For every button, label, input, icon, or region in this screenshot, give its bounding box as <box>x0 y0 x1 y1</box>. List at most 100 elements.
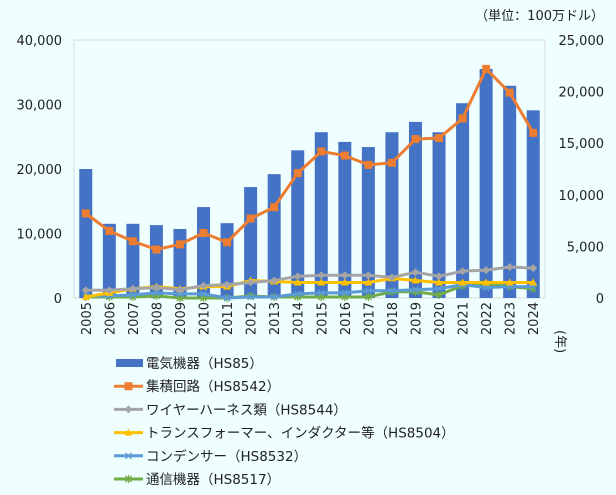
point-2015 <box>317 278 326 286</box>
bar-2005 <box>79 169 93 298</box>
left-axis-tick: 40,000 <box>17 34 63 49</box>
point-2021 <box>458 278 467 286</box>
point-2021 <box>458 267 467 276</box>
point-2011 <box>223 238 232 247</box>
point-2016 <box>340 278 349 286</box>
x-axis-tick: 2021 <box>457 302 472 335</box>
right-axis-tick: 15,000 <box>559 137 605 152</box>
point-2005 <box>81 286 90 295</box>
point-2007 <box>128 284 137 293</box>
point-2014 <box>294 290 302 298</box>
bar-2021 <box>456 103 470 299</box>
point-2010 <box>199 228 208 237</box>
x-axis-tick: 2022 <box>480 302 495 335</box>
point-2017 <box>364 292 372 301</box>
point-2020 <box>435 290 443 299</box>
legend-item: 集積回路（HS8542） <box>114 379 280 395</box>
x-axis-tick: 2010 <box>198 302 213 335</box>
legend-label: 集積回路（HS8542） <box>146 379 280 395</box>
point-2019 <box>411 135 420 144</box>
legend-item: 通信機器（HS8517） <box>114 472 280 488</box>
point-2018 <box>387 273 396 282</box>
point-2007 <box>128 237 137 246</box>
x-axis-tick: 2015 <box>315 302 330 335</box>
right-axis-tick: 0 <box>596 292 604 307</box>
point-2015 <box>317 147 326 156</box>
plot-area <box>73 39 546 299</box>
point-2011 <box>223 294 231 302</box>
legend-label: 通信機器（HS8517） <box>146 472 280 488</box>
legend-item: ワイヤーハーネス類（HS8544） <box>114 402 347 418</box>
point-2022 <box>482 64 491 73</box>
legend-label: ワイヤーハーネス類（HS8544） <box>146 402 347 418</box>
point-2017 <box>364 287 372 295</box>
x-axis-tick: 2020 <box>433 302 448 335</box>
point-2008 <box>152 245 161 254</box>
point-2023 <box>505 263 514 272</box>
bar-2006 <box>102 223 116 298</box>
point-2020 <box>435 278 444 286</box>
x-axis-tick: 2014 <box>292 302 307 335</box>
legend-label: コンデンサー（HS8532） <box>146 448 307 465</box>
legend-item: トランスフォーマー、インダクター等（HS8504） <box>114 425 455 442</box>
legend-marker <box>124 405 133 414</box>
point-2013 <box>270 293 278 301</box>
point-2010 <box>200 290 207 298</box>
bar-2023 <box>503 85 517 298</box>
right-axis-tick: 20,000 <box>559 86 605 101</box>
point-2022 <box>482 284 490 292</box>
x-axis-tick: 2017 <box>362 302 377 335</box>
x-axis-tick: 2018 <box>386 302 401 335</box>
point-2017 <box>364 160 373 169</box>
point-2018 <box>388 287 396 295</box>
point-2023 <box>505 278 514 286</box>
point-2009 <box>175 285 184 294</box>
right-axis-tick: 5,000 <box>567 240 604 255</box>
point-2010 <box>199 281 208 290</box>
series-line <box>85 283 534 300</box>
point-2013 <box>270 276 279 285</box>
x-axis-tick: 2013 <box>268 302 283 335</box>
x-axis-suffix: (年) <box>552 330 567 353</box>
left-axis-tick: 10,000 <box>17 228 63 243</box>
unit-label: （単位：100万ドル） <box>475 8 604 24</box>
legend-item: コンデンサー（HS8532） <box>114 448 307 465</box>
x-axis-tick: 2009 <box>174 302 189 335</box>
series-line <box>85 282 534 300</box>
point-2015 <box>317 289 325 297</box>
x-axis-tick: 2008 <box>150 302 165 335</box>
x-axis-tick: 2011 <box>221 302 236 335</box>
point-2006 <box>105 226 114 235</box>
legend-item: 電気機器（HS85） <box>116 356 263 372</box>
x-axis-tick: 2024 <box>527 302 542 335</box>
x-axis-tick: 2019 <box>409 302 424 335</box>
legend-marker <box>125 475 132 483</box>
point-2016 <box>341 289 349 297</box>
x-axis-tick: 2007 <box>127 302 142 335</box>
point-2024 <box>529 128 538 137</box>
point-2005 <box>81 292 90 300</box>
point-2017 <box>364 278 373 286</box>
point-2014 <box>293 169 302 178</box>
bar-2015 <box>314 132 328 298</box>
point-2012 <box>246 278 255 287</box>
legend-marker <box>125 452 132 460</box>
left-axis-tick: 0 <box>54 292 62 307</box>
legend-marker <box>124 382 133 391</box>
x-axis-tick: 2005 <box>80 302 95 335</box>
series-line <box>85 265 534 292</box>
point-2021 <box>458 114 467 123</box>
bar-2019 <box>408 121 422 298</box>
point-2022 <box>482 266 491 275</box>
x-axis-tick: 2012 <box>245 302 260 335</box>
left-axis-tick: 20,000 <box>17 163 63 178</box>
point-2013 <box>270 203 279 212</box>
point-2016 <box>340 151 349 160</box>
point-2018 <box>387 158 396 167</box>
right-axis-tick: 10,000 <box>559 189 605 204</box>
point-2008 <box>152 289 160 297</box>
bar-2008 <box>149 225 163 298</box>
legend-swatch <box>116 359 143 367</box>
bar-2018 <box>385 132 399 298</box>
